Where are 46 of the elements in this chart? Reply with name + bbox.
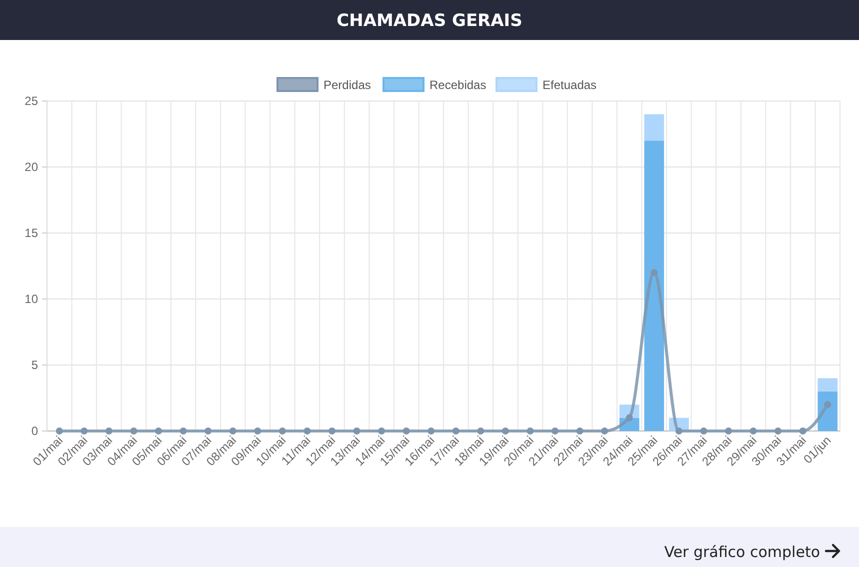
y-tick-label: 5 bbox=[31, 358, 38, 372]
point bbox=[502, 428, 509, 434]
point bbox=[56, 428, 63, 434]
point bbox=[526, 428, 534, 434]
y-tick-label: 10 bbox=[24, 292, 38, 306]
point bbox=[278, 428, 286, 434]
legend-label: Perdidas bbox=[324, 78, 371, 92]
point bbox=[353, 428, 360, 434]
point bbox=[328, 428, 336, 434]
point bbox=[130, 428, 138, 434]
point bbox=[724, 428, 732, 434]
point bbox=[601, 428, 608, 434]
point bbox=[477, 428, 484, 434]
point bbox=[229, 428, 236, 434]
text: Ver gráfico completo bbox=[664, 543, 820, 561]
point bbox=[254, 428, 262, 434]
bar bbox=[818, 378, 838, 392]
y-tick-label: 25 bbox=[24, 94, 38, 108]
point bbox=[452, 428, 460, 434]
point bbox=[700, 428, 708, 434]
chart-title: CHAMADAS GERAIS bbox=[336, 11, 522, 31]
point bbox=[552, 428, 559, 434]
point bbox=[105, 428, 112, 434]
point bbox=[576, 428, 584, 434]
point bbox=[402, 428, 410, 434]
point bbox=[626, 414, 633, 422]
legend-label: Efetuadas bbox=[542, 78, 597, 92]
point bbox=[799, 428, 806, 434]
point bbox=[304, 428, 311, 434]
y-tick-label: 20 bbox=[24, 160, 38, 174]
y-tick-label: 0 bbox=[31, 424, 38, 438]
point bbox=[824, 401, 832, 408]
y-tick-label: 15 bbox=[24, 226, 38, 240]
point bbox=[155, 428, 162, 434]
point bbox=[750, 428, 757, 434]
bar bbox=[644, 114, 664, 141]
point bbox=[204, 428, 212, 434]
point bbox=[180, 428, 187, 434]
point bbox=[675, 428, 682, 434]
point bbox=[80, 428, 88, 434]
point bbox=[428, 428, 435, 434]
bar bbox=[644, 140, 664, 431]
legend-label: Recebidas bbox=[430, 78, 486, 92]
point bbox=[378, 428, 386, 434]
point bbox=[774, 428, 782, 434]
point bbox=[650, 269, 658, 276]
